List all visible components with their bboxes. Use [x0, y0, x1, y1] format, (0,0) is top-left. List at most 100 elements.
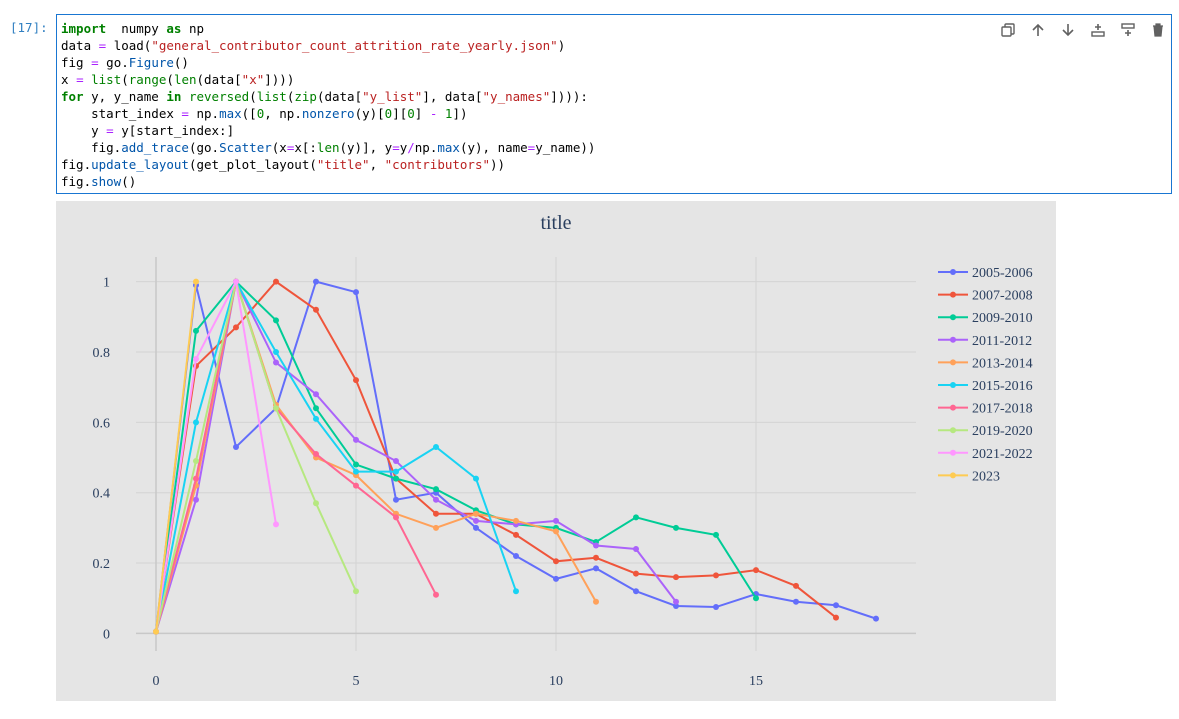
data-point — [393, 458, 399, 465]
data-point — [753, 567, 759, 574]
code-token: "x" — [241, 72, 265, 87]
code-token: data — [61, 38, 99, 53]
legend-item-label[interactable]: 2005-2006 — [972, 266, 1033, 281]
data-point — [873, 615, 879, 622]
data-point — [393, 468, 399, 475]
line-chart: 00.20.40.60.810 5 10 15title2005-20062007-2… — [56, 201, 1056, 701]
legend-marker — [950, 472, 956, 479]
data-point — [353, 461, 359, 468]
data-point — [713, 531, 719, 538]
data-point — [153, 628, 159, 635]
legend-item-label[interactable]: 2021-2022 — [972, 447, 1033, 462]
move-up-button[interactable] — [1027, 19, 1049, 41]
code-token: as — [166, 21, 182, 36]
data-point — [273, 348, 279, 355]
code-token: ) — [557, 38, 566, 53]
code-token: () — [121, 174, 137, 189]
series-line — [155, 281, 197, 632]
series-line — [155, 277, 357, 632]
data-point — [833, 602, 839, 609]
data-point — [593, 542, 599, 549]
data-point — [193, 327, 199, 334]
code-token: x[: — [294, 140, 317, 155]
move-down-button[interactable] — [1057, 19, 1079, 41]
code-token: = — [286, 140, 295, 155]
code-token: reversed — [188, 89, 250, 104]
legend-marker — [950, 449, 956, 456]
data-point — [513, 517, 519, 524]
data-point — [473, 475, 479, 482]
code-token: )) — [490, 157, 506, 172]
legend-item-label[interactable]: 2015-2016 — [972, 379, 1033, 394]
code-cell-input[interactable]: import numpy as np data = load("general_c… — [56, 14, 1172, 194]
cell-prompt: [17]: — [10, 20, 48, 35]
data-point — [353, 436, 359, 443]
code-line: fig = go.Figure() — [61, 54, 595, 71]
code-line: import numpy as np — [61, 20, 595, 37]
code-token: max — [219, 106, 242, 121]
data-point — [273, 278, 279, 285]
x-tick-label: 0 — [153, 674, 160, 689]
insert-below-button[interactable] — [1117, 19, 1139, 41]
legend-item-label[interactable]: 2019-2020 — [972, 424, 1033, 439]
data-point — [433, 591, 439, 598]
code-token — [437, 106, 445, 121]
series-line — [155, 279, 517, 632]
code-token: list — [256, 89, 287, 104]
data-point — [273, 405, 279, 412]
code-token: ( — [249, 89, 257, 104]
code-token: ( — [166, 72, 174, 87]
code-token: (x — [271, 140, 287, 155]
legend-marker — [950, 314, 956, 321]
code-line: start_index = np.max([0, np.nonzero(y)[0… — [61, 105, 595, 122]
code-token: () — [173, 55, 189, 70]
x-tick-label: 5 — [353, 674, 360, 689]
code-token: in — [166, 89, 182, 104]
legend-item-label[interactable]: 2007-2008 — [972, 289, 1033, 304]
legend-item-label[interactable]: 2017-2018 — [972, 402, 1033, 417]
data-point — [473, 524, 479, 531]
code-token: (y)], y — [339, 140, 393, 155]
data-point — [513, 531, 519, 538]
code-token: max — [437, 140, 460, 155]
data-point — [193, 356, 199, 363]
code-token: ]))): — [550, 89, 588, 104]
delete-cell-button[interactable] — [1147, 19, 1169, 41]
data-point — [313, 405, 319, 412]
code-token: fig — [61, 55, 92, 70]
data-point — [593, 554, 599, 561]
legend-item-label[interactable]: 2023 — [972, 469, 1000, 484]
legend-item-label[interactable]: 2009-2010 — [972, 311, 1033, 326]
code-token: y — [399, 140, 408, 155]
code-token: = — [527, 140, 536, 155]
code-token: (get_plot_layout( — [188, 157, 317, 172]
code-token: ([ — [241, 106, 257, 121]
plot-output: 0 0.2 0.4 0.6 0.8 1 0 5 10 15 title 2005-2006 2007-2… — [56, 201, 1056, 701]
data-point — [313, 306, 319, 313]
code-token: load( — [106, 38, 152, 53]
code-token: "contributors" — [384, 157, 490, 172]
legend-marker — [950, 382, 956, 388]
data-point — [233, 443, 239, 450]
code-token: y, y_name — [83, 89, 167, 104]
data-point — [753, 595, 759, 602]
code-token: go. — [98, 55, 129, 70]
data-point — [633, 570, 639, 577]
y-tick-label: 0 — [103, 627, 110, 642]
data-point — [313, 451, 319, 457]
data-point — [233, 324, 239, 331]
code-token: 0 — [407, 106, 415, 121]
y-tick-label: 0.4 — [93, 487, 111, 502]
code-token: ( — [286, 89, 295, 104]
legend-item-label[interactable]: 2013-2014 — [972, 356, 1033, 371]
code-token: range — [128, 72, 167, 87]
duplicate-cell-button[interactable] — [997, 19, 1019, 41]
code-line: y = y[start_index:] — [61, 122, 595, 139]
code-token: ] — [414, 106, 430, 121]
code-token: y[start_index:] — [113, 123, 235, 138]
code-token: import — [61, 21, 107, 36]
legend-item-label[interactable]: 2011-2012 — [972, 334, 1032, 349]
cell-toolbar — [997, 19, 1169, 41]
insert-above-button[interactable] — [1087, 19, 1109, 41]
code-editor[interactable]: import numpy as np data = load("general_c… — [61, 20, 595, 190]
